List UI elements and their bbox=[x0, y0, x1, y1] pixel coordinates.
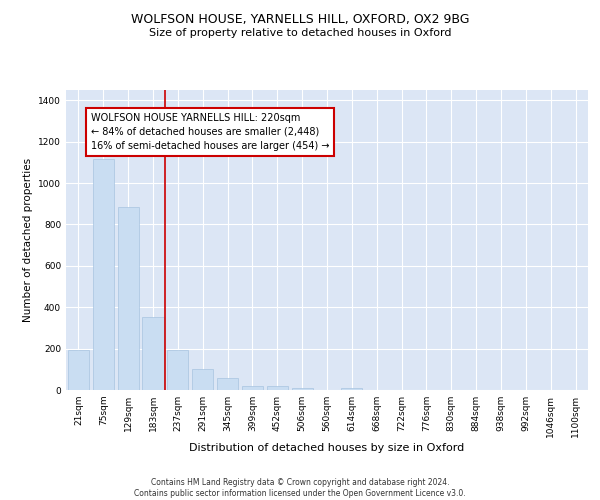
Bar bbox=[142, 317, 164, 390]
X-axis label: Distribution of detached houses by size in Oxford: Distribution of detached houses by size … bbox=[190, 442, 464, 452]
Bar bbox=[267, 386, 288, 390]
Bar bbox=[292, 388, 313, 390]
Y-axis label: Number of detached properties: Number of detached properties bbox=[23, 158, 32, 322]
Bar bbox=[93, 158, 114, 390]
Bar bbox=[242, 386, 263, 390]
Bar bbox=[217, 378, 238, 390]
Bar bbox=[118, 207, 139, 390]
Text: WOLFSON HOUSE YARNELLS HILL: 220sqm
← 84% of detached houses are smaller (2,448): WOLFSON HOUSE YARNELLS HILL: 220sqm ← 84… bbox=[91, 113, 329, 151]
Bar bbox=[192, 368, 213, 390]
Bar bbox=[167, 350, 188, 390]
Text: Contains HM Land Registry data © Crown copyright and database right 2024.
Contai: Contains HM Land Registry data © Crown c… bbox=[134, 478, 466, 498]
Text: Size of property relative to detached houses in Oxford: Size of property relative to detached ho… bbox=[149, 28, 451, 38]
Text: WOLFSON HOUSE, YARNELLS HILL, OXFORD, OX2 9BG: WOLFSON HOUSE, YARNELLS HILL, OXFORD, OX… bbox=[131, 12, 469, 26]
Bar bbox=[341, 388, 362, 390]
Bar bbox=[68, 350, 89, 390]
